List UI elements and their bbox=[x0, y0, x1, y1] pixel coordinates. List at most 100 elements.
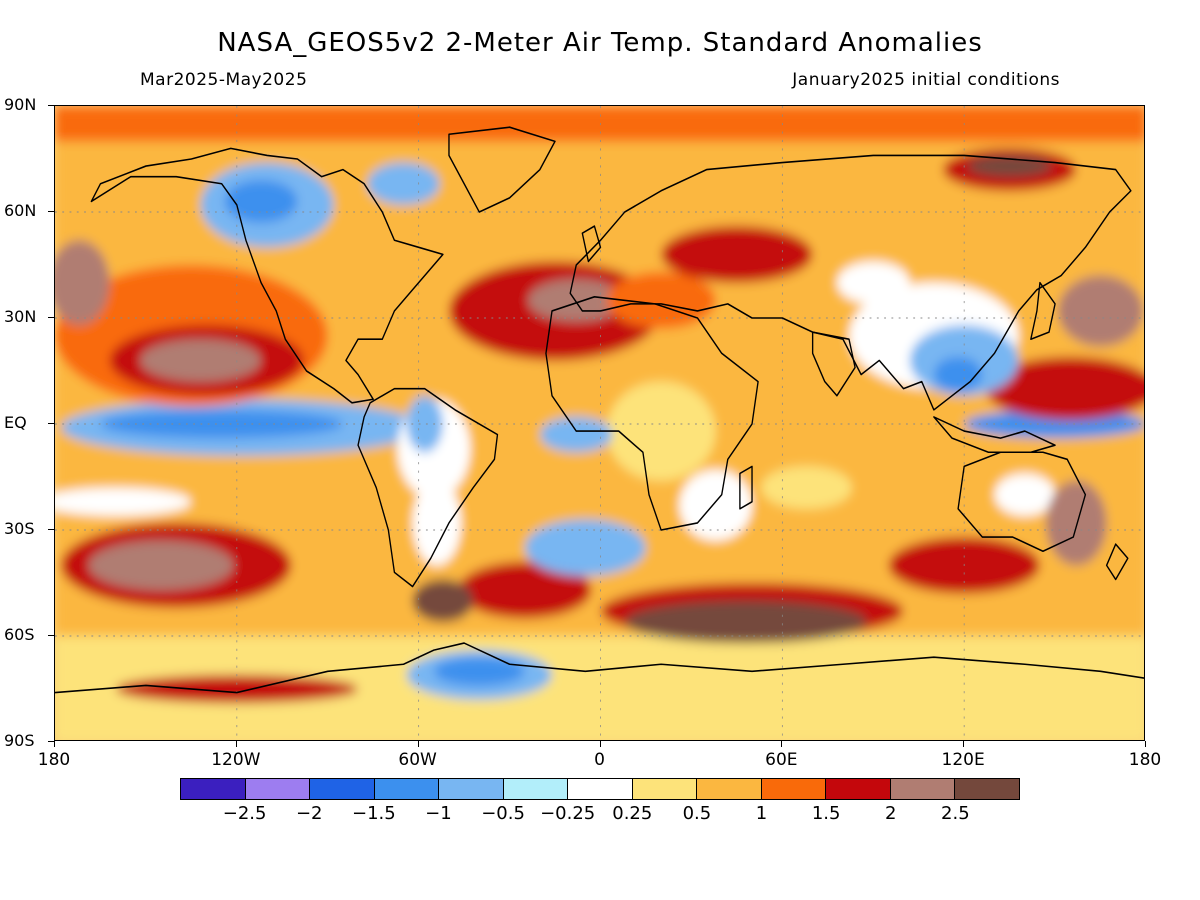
lat-label: 90N bbox=[4, 95, 37, 114]
colorbar-label: 0.25 bbox=[612, 803, 653, 824]
field-gulf-guinea bbox=[539, 416, 613, 453]
lon-label: 120W bbox=[211, 750, 261, 770]
colorbar-label: −0.25 bbox=[540, 803, 596, 824]
colorbar-swatch bbox=[181, 779, 246, 799]
colorbar-label: 1 bbox=[755, 803, 768, 824]
field-sindian bbox=[761, 466, 853, 509]
field-spac-white bbox=[55, 487, 192, 516]
colorbar-swatch bbox=[568, 779, 633, 799]
chart-title: NASA_GEOS5v2 2-Meter Air Temp. Standard … bbox=[217, 28, 983, 58]
colorbar-swatch bbox=[439, 779, 504, 799]
colorbar-swatch bbox=[761, 779, 827, 799]
coast-japan bbox=[1030, 281, 1056, 340]
field-ant-cold-core bbox=[433, 657, 525, 686]
coastlines bbox=[55, 126, 1144, 694]
field-nwpac-red bbox=[985, 356, 1144, 421]
field-africa-light bbox=[606, 381, 716, 481]
anomaly-fields bbox=[55, 106, 1144, 740]
colorbar-swatch bbox=[245, 779, 311, 799]
coast-india bbox=[811, 331, 856, 397]
field-safrica-white bbox=[679, 469, 753, 541]
lat-label: 30N bbox=[4, 307, 37, 326]
colorbar-swatch bbox=[374, 779, 440, 799]
field-aus-east bbox=[1045, 480, 1107, 566]
coast-africa bbox=[545, 296, 759, 531]
coast-south-america bbox=[357, 387, 499, 588]
lat-label: 60S bbox=[4, 625, 35, 644]
colorbar-label: 2 bbox=[885, 803, 897, 824]
lon-label: 120E bbox=[941, 750, 985, 770]
colorbar-label: 1.5 bbox=[811, 803, 841, 824]
lat-tick bbox=[48, 105, 54, 106]
colorbar-swatch bbox=[697, 779, 762, 799]
field-central-asia bbox=[836, 261, 910, 304]
colorbar-swatch bbox=[310, 779, 375, 799]
lat-tick bbox=[48, 635, 54, 636]
lat-tick bbox=[48, 741, 54, 742]
lat-tick bbox=[48, 529, 54, 530]
coast-eurasia bbox=[569, 154, 1132, 411]
field-nwpac-brown bbox=[1058, 275, 1143, 347]
field-indian bbox=[736, 413, 889, 470]
field-arctic-cold bbox=[367, 162, 440, 205]
lon-tick bbox=[417, 741, 419, 747]
lon-tick bbox=[54, 741, 55, 747]
field-pacific-cold-core bbox=[100, 409, 343, 439]
coast-new-zealand bbox=[1105, 543, 1129, 581]
lon-label: 0 bbox=[594, 750, 605, 770]
lat-tick bbox=[48, 317, 54, 318]
coast-north-america bbox=[90, 147, 444, 404]
coast-antarctica bbox=[55, 642, 1144, 694]
lon-label: 60E bbox=[765, 750, 798, 770]
coast-greenland bbox=[448, 126, 556, 213]
field-samerica-cold bbox=[406, 395, 443, 453]
field-satl-cold bbox=[524, 519, 646, 576]
field-china-core bbox=[933, 356, 983, 393]
field-aus-white bbox=[994, 473, 1056, 516]
field-russia-red bbox=[661, 226, 813, 283]
map-svg bbox=[55, 106, 1144, 740]
graticule bbox=[55, 106, 1144, 740]
colorbar-label: −2 bbox=[295, 803, 323, 824]
lon-tick bbox=[1145, 741, 1146, 747]
lon-label: 180 bbox=[37, 750, 71, 770]
colorbar-swatch bbox=[890, 779, 956, 799]
colorbar-label: −2.5 bbox=[222, 803, 267, 824]
field-satl-red bbox=[458, 561, 592, 619]
field-npac-west bbox=[55, 240, 110, 326]
lon-tick bbox=[235, 741, 237, 747]
lat-tick bbox=[48, 423, 54, 424]
coast-uk bbox=[581, 225, 602, 263]
colorbar-label: −1.5 bbox=[351, 803, 396, 824]
forecast-period: Mar2025-May2025 bbox=[140, 70, 308, 90]
lon-tick bbox=[963, 741, 965, 747]
colorbar bbox=[180, 778, 1020, 800]
field-satl-dark bbox=[412, 579, 474, 622]
field-ant-red bbox=[115, 674, 359, 704]
coast-indonesia bbox=[933, 416, 1056, 454]
colorbar-label: 2.5 bbox=[941, 803, 970, 824]
field-spac-brown bbox=[88, 540, 234, 591]
field-canada-core bbox=[224, 180, 298, 223]
lat-label: 90S bbox=[4, 731, 35, 750]
field-samerica-south bbox=[412, 480, 462, 566]
lat-label: EQ bbox=[4, 413, 27, 432]
colorbar-swatch bbox=[632, 779, 698, 799]
anomaly-map bbox=[54, 105, 1145, 741]
colorbar-swatch bbox=[955, 779, 1019, 799]
initial-conditions: January2025 initial conditions bbox=[792, 70, 1060, 90]
lat-label: 30S bbox=[4, 519, 35, 538]
lon-tick bbox=[599, 741, 601, 747]
colorbar-swatch bbox=[503, 779, 569, 799]
lat-tick bbox=[48, 211, 54, 212]
field-sio-dark bbox=[624, 600, 868, 644]
field-arctic-band bbox=[55, 106, 1144, 142]
lon-label: 60W bbox=[398, 750, 437, 770]
colorbar-label: −1 bbox=[425, 803, 452, 824]
colorbar-label: −0.5 bbox=[481, 803, 525, 824]
colorbar-swatch bbox=[826, 779, 891, 799]
colorbar-label: 0.5 bbox=[682, 803, 712, 824]
field-npac-brown bbox=[139, 339, 262, 382]
coast-madagascar bbox=[739, 465, 753, 510]
lon-tick bbox=[781, 741, 783, 747]
